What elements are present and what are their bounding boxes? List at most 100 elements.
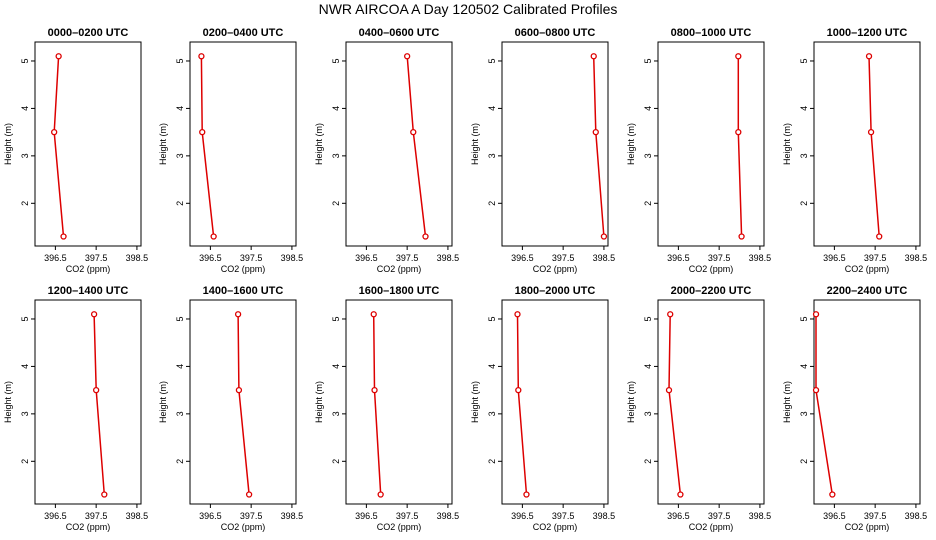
x-tick-label: 396.5	[823, 511, 846, 521]
y-tick-label: 4	[20, 364, 30, 369]
y-tick-label: 2	[175, 459, 185, 464]
panel-12: 2200–2400 UTC 396.5 397.5 398.5 2 3 4 5 CO2 (ppm…	[782, 285, 927, 532]
data-point	[371, 386, 378, 394]
data-point	[665, 386, 673, 394]
series-line	[200, 56, 215, 237]
y-tick-label: 3	[20, 411, 30, 416]
data-point	[198, 53, 205, 60]
y-tick-label: 2	[643, 201, 653, 206]
x-tick-label: 396.5	[44, 511, 67, 521]
x-tick-label: 397.5	[708, 253, 731, 263]
panel-title: 1000–1200 UTC	[827, 27, 908, 39]
y-tick-label: 2	[799, 201, 809, 206]
x-tick-label: 397.5	[85, 253, 108, 263]
plot-frame	[34, 299, 142, 505]
x-tick-label: 397.5	[240, 253, 263, 263]
panel-5: 0800–1000 UTC 396.5 397.5 398.5 2 3 4 5 CO2 (ppm…	[626, 27, 771, 274]
x-axis-label: CO2 (ppm)	[689, 264, 734, 274]
y-tick-label: 5	[643, 316, 653, 321]
y-axis-label: Height (m)	[782, 381, 792, 423]
data-point	[93, 386, 100, 394]
x-tick-label: 396.5	[199, 511, 222, 521]
y-tick-label: 2	[175, 201, 185, 206]
panel-2: 0200–0400 UTC 396.5 397.5 398.5 2 3 4 5 CO2 (ppm…	[158, 27, 303, 274]
x-tick-label: 397.5	[864, 253, 887, 263]
data-point	[812, 311, 820, 318]
y-tick-label: 3	[331, 153, 341, 158]
x-tick-label: 397.5	[552, 253, 575, 263]
y-tick-label: 4	[331, 106, 341, 111]
y-tick-label: 4	[799, 106, 809, 111]
data-point	[867, 128, 875, 136]
x-axis-label: CO2 (ppm)	[845, 522, 890, 532]
x-axis-label: CO2 (ppm)	[377, 264, 422, 274]
x-axis-label: CO2 (ppm)	[377, 522, 422, 532]
plot-frame	[657, 41, 765, 247]
data-point	[55, 53, 62, 60]
x-tick-label: 396.5	[199, 253, 222, 263]
y-axis-label: Height (m)	[470, 381, 480, 423]
x-tick-label: 398.5	[126, 511, 149, 521]
data-point	[235, 386, 243, 394]
y-tick-label: 2	[487, 201, 497, 206]
data-point	[51, 128, 58, 136]
series-line	[516, 314, 528, 495]
x-tick-label: 398.5	[437, 511, 460, 521]
x-tick-label: 398.5	[126, 253, 149, 263]
y-tick-label: 3	[643, 153, 653, 158]
x-tick-label: 396.5	[511, 511, 534, 521]
panel-4: 0600–0800 UTC 396.5 397.5 398.5 2 3 4 5 CO2 (ppm…	[470, 27, 615, 274]
data-point	[812, 386, 820, 394]
x-axis-label: CO2 (ppm)	[221, 522, 266, 532]
y-tick-label: 3	[799, 411, 809, 416]
x-tick-label: 396.5	[667, 511, 690, 521]
plot-frame	[345, 299, 453, 505]
data-point	[90, 311, 98, 318]
panel-3: 0400–0600 UTC 396.5 397.5 398.5 2 3 4 5 CO2 (ppm…	[314, 27, 459, 274]
x-tick-label: 398.5	[437, 253, 460, 263]
panel-11: 2000–2200 UTC 396.5 397.5 398.5 2 3 4 5 CO2 (ppm…	[626, 285, 771, 532]
y-axis-label: Height (m)	[626, 381, 636, 423]
x-axis-label: CO2 (ppm)	[845, 264, 890, 274]
x-tick-label: 398.5	[749, 511, 772, 521]
panel-title: 0000–0200 UTC	[48, 27, 129, 39]
data-point	[404, 53, 411, 60]
panel-title: 1200–1400 UTC	[48, 285, 129, 297]
series-line	[737, 56, 743, 237]
y-tick-label: 2	[487, 459, 497, 464]
panel-9: 1600–1800 UTC 396.5 397.5 398.5 2 3 4 5 CO2 (ppm…	[314, 285, 459, 532]
y-tick-label: 5	[487, 58, 497, 63]
x-tick-label: 397.5	[552, 511, 575, 521]
y-tick-label: 2	[799, 459, 809, 464]
plot-frame	[813, 299, 921, 505]
y-tick-label: 2	[20, 201, 30, 206]
x-tick-label: 397.5	[396, 511, 419, 521]
y-tick-label: 4	[487, 364, 497, 369]
y-tick-label: 5	[175, 58, 185, 63]
x-tick-label: 396.5	[355, 511, 378, 521]
data-point	[410, 128, 417, 136]
x-tick-label: 396.5	[667, 253, 690, 263]
y-tick-label: 4	[643, 106, 653, 111]
series-line	[237, 314, 250, 495]
series-line	[668, 314, 682, 495]
y-tick-label: 2	[643, 459, 653, 464]
data-point	[600, 233, 608, 240]
y-tick-label: 4	[175, 106, 185, 111]
x-tick-label: 398.5	[749, 253, 772, 263]
y-tick-label: 4	[799, 364, 809, 369]
series-line	[868, 56, 880, 237]
y-axis-label: Height (m)	[158, 123, 168, 165]
y-tick-label: 5	[175, 316, 185, 321]
x-tick-label: 397.5	[708, 511, 731, 521]
panel-title: 1400–1600 UTC	[203, 285, 284, 297]
data-point	[865, 53, 873, 60]
y-tick-label: 5	[331, 316, 341, 321]
panel-title: 0200–0400 UTC	[203, 27, 284, 39]
x-tick-label: 397.5	[85, 511, 108, 521]
x-tick-label: 398.5	[593, 253, 616, 263]
series-line	[815, 314, 834, 495]
panel-title: 0400–0600 UTC	[359, 27, 440, 39]
y-axis-label: Height (m)	[3, 381, 13, 423]
